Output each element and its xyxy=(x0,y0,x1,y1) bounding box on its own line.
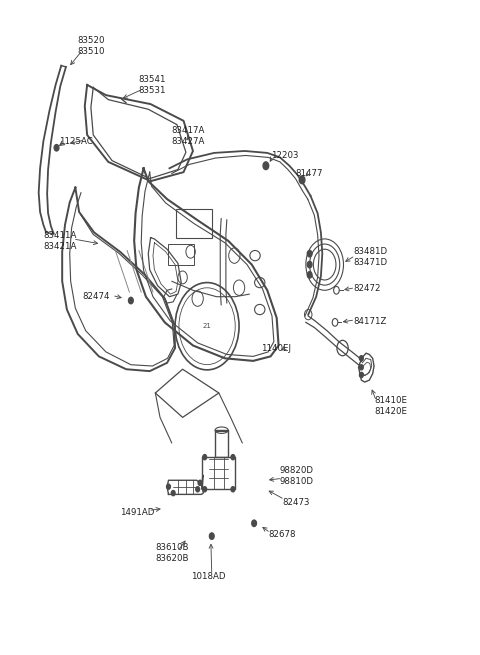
Circle shape xyxy=(360,365,363,370)
Circle shape xyxy=(231,487,235,492)
Circle shape xyxy=(360,356,363,361)
Text: 1125AC: 1125AC xyxy=(59,137,93,146)
Text: 83411A
83421A: 83411A 83421A xyxy=(43,231,77,251)
Text: 1140EJ: 1140EJ xyxy=(261,343,291,352)
Text: 1491AD: 1491AD xyxy=(120,508,155,517)
Circle shape xyxy=(171,491,175,496)
Circle shape xyxy=(198,480,202,485)
Text: 83541
83531: 83541 83531 xyxy=(139,75,167,95)
Bar xyxy=(177,209,212,238)
Text: 12203: 12203 xyxy=(271,151,298,160)
Text: 98820D
98810D: 98820D 98810D xyxy=(280,466,314,487)
Circle shape xyxy=(54,145,59,151)
Text: 84171Z: 84171Z xyxy=(353,316,386,326)
Text: 82678: 82678 xyxy=(268,530,296,538)
Circle shape xyxy=(203,487,206,492)
Circle shape xyxy=(307,261,312,268)
Text: 83417A
83427A: 83417A 83427A xyxy=(172,126,205,146)
Text: 82473: 82473 xyxy=(282,498,310,506)
Circle shape xyxy=(167,484,170,489)
Text: 82472: 82472 xyxy=(353,284,380,293)
Text: 83520
83510: 83520 83510 xyxy=(78,36,105,56)
Circle shape xyxy=(360,373,363,377)
Bar xyxy=(215,430,228,457)
Circle shape xyxy=(196,487,200,492)
Text: 81410E
81420E: 81410E 81420E xyxy=(374,396,407,416)
Circle shape xyxy=(252,520,256,527)
Text: 1018AD: 1018AD xyxy=(191,572,225,581)
Text: 82474: 82474 xyxy=(83,292,110,301)
Text: 83610B
83620B: 83610B 83620B xyxy=(156,544,189,563)
Circle shape xyxy=(209,533,214,539)
Circle shape xyxy=(129,297,133,304)
Text: 81477: 81477 xyxy=(296,169,323,178)
Circle shape xyxy=(307,272,312,278)
Text: 21: 21 xyxy=(203,323,212,329)
Circle shape xyxy=(307,250,312,257)
Circle shape xyxy=(203,455,206,460)
Circle shape xyxy=(299,176,305,183)
Text: 83481D
83471D: 83481D 83471D xyxy=(353,247,387,267)
Bar xyxy=(168,244,194,265)
Circle shape xyxy=(263,162,269,170)
Circle shape xyxy=(231,455,235,460)
